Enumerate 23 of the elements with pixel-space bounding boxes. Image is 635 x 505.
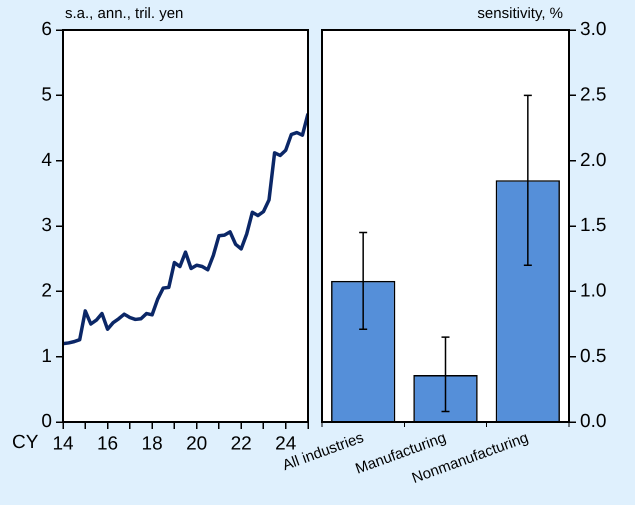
y2-axis-title: sensitivity, % — [477, 5, 563, 22]
x-tick-label: 20 — [186, 434, 208, 455]
y-tick-label: 0 — [41, 411, 52, 432]
y-tick-label: 3 — [41, 215, 52, 236]
x-tick-label: 16 — [96, 434, 118, 455]
y2-tick-label: 1.5 — [580, 215, 606, 236]
x-tick-label: 22 — [230, 434, 252, 455]
y2-tick-label: 2.0 — [580, 150, 606, 171]
y-axis-title: s.a., ann., tril. yen — [65, 5, 184, 22]
y2-tick-label: 2.5 — [580, 84, 606, 106]
x-tick-label: 14 — [52, 434, 74, 455]
y2-tick-label: 0.5 — [580, 346, 606, 367]
y-tick-label: 1 — [41, 346, 52, 367]
y2-tick-label: 0.0 — [580, 411, 606, 432]
y2-tick-label: 1.0 — [580, 280, 606, 302]
x-tick-label: 18 — [142, 434, 163, 455]
y-tick-label: 4 — [41, 150, 52, 171]
y-tick-label: 2 — [41, 280, 52, 302]
y-tick-label: 6 — [41, 19, 52, 40]
x-axis-title: CY — [12, 432, 38, 454]
y-tick-label: 5 — [41, 84, 52, 106]
x-tick-label: 24 — [275, 434, 297, 455]
y2-tick-label: 3.0 — [580, 19, 606, 40]
